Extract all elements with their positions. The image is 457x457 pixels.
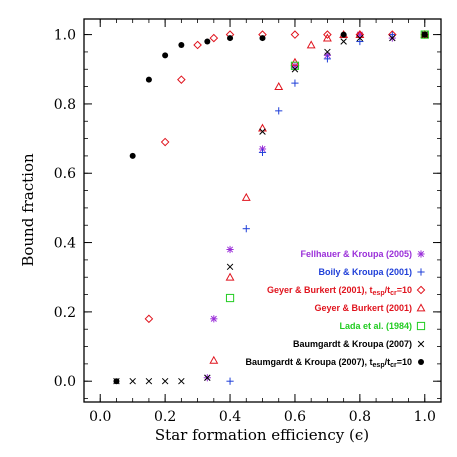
data-point <box>144 314 154 324</box>
legend-label: Baumgardt & Kroupa (2007), tesp/tcr=10 <box>246 357 413 369</box>
data-point <box>324 48 331 56</box>
legend-label: Boily & Kroupa (2001) <box>318 267 412 277</box>
data-point <box>129 152 136 159</box>
y-tick-label: 1.0 <box>54 28 76 44</box>
legend-label: Baumgardt & Kroupa (2007) <box>293 339 412 349</box>
data-point <box>258 123 267 132</box>
data-point <box>388 30 396 39</box>
data-point <box>340 38 347 45</box>
y-tick-label: 0.2 <box>54 305 76 321</box>
legend: Fellhauer & Kroupa (2005) Boily & Kroupa … <box>246 249 426 369</box>
data-point <box>356 37 364 46</box>
legend-marker <box>416 321 426 331</box>
y-tick-label: 0.4 <box>54 236 76 252</box>
data-point <box>162 52 169 59</box>
axis-ticks <box>83 19 442 402</box>
data-point <box>204 374 211 381</box>
data-point <box>145 76 152 83</box>
data-point <box>178 377 185 385</box>
data-point <box>259 128 266 135</box>
data-point <box>322 33 332 42</box>
data-point <box>242 225 250 233</box>
data-point <box>226 245 234 254</box>
data-point <box>323 55 332 63</box>
data-point <box>225 272 235 281</box>
legend-marker <box>418 359 424 365</box>
data-point <box>389 34 396 42</box>
data-point <box>226 263 234 271</box>
legend-label: Geyer & Burkert (2001), tesp/tcr=10 <box>267 285 412 297</box>
y-tick-label: 0.8 <box>54 97 76 113</box>
data-point <box>241 192 251 201</box>
legend-label: Lada et al. (1984) <box>339 321 412 331</box>
data-point <box>160 137 170 147</box>
axis-tick-labels: 0.0 0.2 0.4 0.6 0.8 1.0 0.0 0.2 0.4 0.6 0.8 1.0 <box>54 28 436 425</box>
x-tick-label: 0.8 <box>349 409 371 425</box>
y-axis-label: Bound fraction <box>19 153 37 267</box>
x-tick-label: 0.6 <box>284 409 306 425</box>
data-point <box>306 40 316 49</box>
data-point <box>356 34 364 42</box>
legend-label: Fellhauer & Kroupa (2005) <box>300 249 412 259</box>
data-point <box>210 315 218 323</box>
data-point <box>129 377 136 385</box>
x-axis-label: Star formation efficiency (ϵ) <box>155 426 369 444</box>
data-point <box>209 33 219 43</box>
data-point <box>204 38 211 45</box>
legend-marker <box>416 303 426 312</box>
data-point <box>340 31 347 38</box>
data-points <box>113 29 430 385</box>
x-tick-label: 0.2 <box>154 409 176 425</box>
data-point <box>290 30 300 39</box>
data-point <box>227 35 234 42</box>
data-point <box>291 79 299 87</box>
data-point <box>323 30 332 39</box>
legend-marker <box>417 268 425 276</box>
data-point <box>225 293 235 303</box>
data-point <box>113 378 120 385</box>
data-point <box>226 377 234 385</box>
legend-marker <box>417 250 425 258</box>
y-tick-label: 0.6 <box>54 166 76 182</box>
data-point <box>421 31 428 38</box>
data-point <box>178 41 185 48</box>
data-point <box>209 355 219 364</box>
y-tick-label: 0.0 <box>54 374 76 390</box>
data-point <box>274 81 284 90</box>
data-point <box>193 40 202 50</box>
x-tick-label: 0.0 <box>89 409 111 425</box>
legend-label: Geyer & Burkert (2001) <box>314 303 412 313</box>
data-point <box>177 75 186 84</box>
legend-marker <box>417 340 425 348</box>
data-point <box>161 377 169 385</box>
data-point <box>275 107 283 115</box>
x-tick-label: 0.4 <box>219 409 241 425</box>
x-tick-label: 1.0 <box>414 409 436 425</box>
data-point <box>291 66 299 73</box>
data-point <box>259 35 266 42</box>
data-point <box>258 148 267 157</box>
data-point <box>420 30 429 39</box>
legend-marker <box>416 285 426 295</box>
data-point <box>145 377 153 385</box>
